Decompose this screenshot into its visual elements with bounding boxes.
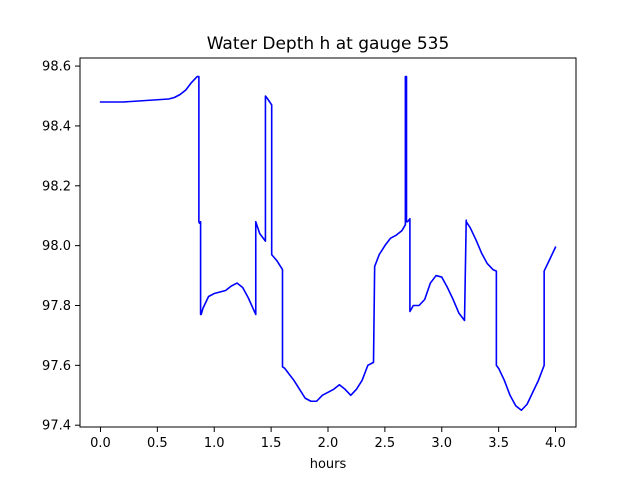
series-line	[99, 75, 557, 412]
y-tick-label: 98.2	[42, 179, 71, 194]
y-tick-label: 98.6	[42, 60, 71, 75]
x-tick-label: 0.0	[90, 436, 111, 451]
y-tick-label: 97.6	[42, 359, 71, 374]
y-tick-label: 98.0	[42, 239, 71, 254]
axes-frame	[79, 57, 577, 428]
x-tick-label: 4.0	[545, 436, 566, 451]
chart-title: Water Depth h at gauge 535	[207, 34, 450, 54]
y-tick-label: 98.4	[42, 119, 71, 134]
y-tick-label: 97.4	[42, 419, 71, 434]
x-tick-label: 3.5	[488, 436, 509, 451]
x-tick-label: 2.0	[318, 436, 339, 451]
x-axis-label: hours	[310, 457, 347, 472]
axes: 0.0 0.5 1.0 1.5 2.0 2.5 3.0 3.5 4.0 97.4 97.6 97.8 9…	[42, 60, 566, 451]
x-tick-label: 0.5	[147, 436, 168, 451]
x-tick-label: 2.5	[375, 436, 396, 451]
x-tick-label: 1.5	[261, 436, 282, 451]
plot-area	[99, 75, 557, 412]
y-tick-label: 97.8	[42, 299, 71, 314]
x-tick-label: 3.0	[431, 436, 452, 451]
x-tick-label: 1.0	[204, 436, 225, 451]
